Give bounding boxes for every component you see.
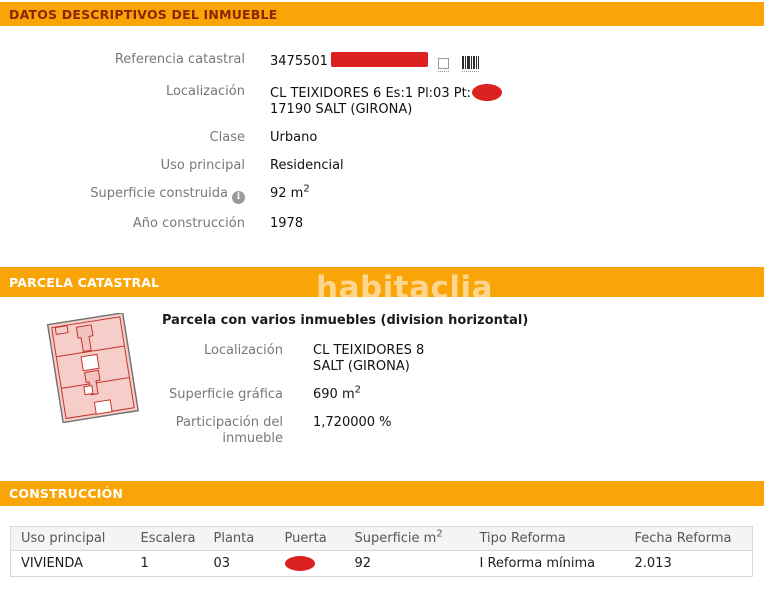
section-title: CONSTRUCCIÓN	[9, 486, 124, 501]
uso-principal-label: Uso principal	[160, 158, 245, 173]
construccion-table: Uso principal Escalera Planta Puerta Sup…	[10, 526, 753, 577]
superficie-grafica-value: 690 m2	[313, 384, 361, 402]
cell-planta: 03	[213, 556, 231, 571]
localizacion-value: CL TEIXIDORES 6 Es:1 Pl:03 Pt: 17190 SAL…	[245, 84, 503, 118]
cell-uso-principal: VIVIENDA	[21, 556, 84, 571]
clase-value: Urbano	[270, 130, 318, 145]
section-title: DATOS DESCRIPTIVOS DEL INMUEBLE	[9, 6, 278, 22]
row-parcel-localizacion: Localización CL TEIXIDORES 8 SALT (GIRON…	[162, 343, 764, 375]
section-header-parcela-catastral: PARCELA CATASTRAL	[0, 267, 764, 297]
superficie-grafica-label: Superficie gráfica	[168, 387, 283, 402]
row-anio-construccion: Año construcción 1978	[0, 216, 764, 232]
localizacion-label: Localización	[165, 84, 245, 99]
row-superficie-construida: Superficie construida i 92 m2	[0, 183, 764, 204]
col-fecha-reforma: Fecha Reforma	[624, 526, 753, 551]
redaction-oval	[284, 556, 315, 571]
superficie-construida-label: Superficie construida i	[0, 186, 245, 204]
participacion-label: Participación del inmueble	[175, 415, 283, 446]
anio-construccion-value: 1978	[270, 216, 304, 231]
col-escalera: Escalera	[130, 526, 204, 551]
row-participacion: Participación del inmueble 1,720000 %	[162, 415, 764, 447]
barcode-icon	[461, 56, 479, 69]
uso-principal-value: Residencial	[270, 158, 344, 173]
checkbox[interactable]	[437, 58, 449, 72]
section-header-datos-descriptivos: DATOS DESCRIPTIVOS DEL INMUEBLE	[0, 2, 764, 26]
row-superficie-grafica: Superficie gráfica 690 m2	[162, 384, 764, 403]
cell-fecha-reforma: 2.013	[634, 556, 672, 571]
row-uso-principal: Uso principal Residencial	[0, 158, 764, 174]
redaction-oval	[472, 84, 503, 101]
col-uso-principal: Uso principal	[10, 526, 131, 551]
section-title: PARCELA CATASTRAL	[9, 274, 160, 290]
table-row: VIVIENDA 1 03 92 I Reforma mínima 2.013	[11, 551, 753, 577]
cell-superficie: 92	[354, 556, 372, 571]
anio-construccion-label: Año construcción	[132, 216, 245, 231]
parcela-catastral-section: Parcela con varios inmuebles (division h…	[0, 297, 764, 481]
clase-label: Clase	[209, 130, 245, 145]
row-referencia-catastral: Referencia catastral 3475501	[0, 52, 764, 72]
parcel-map-image[interactable]	[45, 313, 143, 423]
col-superficie-m2: Superficie m2	[344, 526, 470, 551]
section-header-construccion: CONSTRUCCIÓN	[0, 481, 764, 506]
checkbox-icon	[437, 58, 449, 69]
referencia-catastral-value: 3475501	[245, 52, 479, 72]
redaction-box	[330, 52, 428, 67]
parcel-localizacion-value: CL TEIXIDORES 8 SALT (GIRONA)	[313, 343, 425, 374]
row-localizacion: Localización CL TEIXIDORES 6 Es:1 Pl:03 …	[0, 84, 764, 118]
col-planta: Planta	[203, 526, 275, 551]
participacion-value: 1,720000 %	[313, 415, 392, 430]
construccion-section: Uso principal Escalera Planta Puerta Sup…	[0, 506, 764, 577]
cell-escalera: 1	[140, 556, 149, 571]
row-clase: Clase Urbano	[0, 130, 764, 146]
cell-puerta	[275, 551, 345, 577]
referencia-catastral-label: Referencia catastral	[114, 52, 245, 67]
col-puerta: Puerta	[274, 526, 345, 551]
superficie-construida-value: 92 m2	[270, 183, 310, 201]
table-header-row: Uso principal Escalera Planta Puerta Sup…	[10, 526, 753, 551]
parcel-heading: Parcela con varios inmuebles (division h…	[162, 313, 529, 328]
col-tipo-reforma: Tipo Reforma	[469, 526, 625, 551]
parcel-localizacion-label: Localización	[203, 343, 283, 358]
cell-tipo-reforma: I Reforma mínima	[479, 556, 596, 571]
info-icon[interactable]: i	[232, 191, 245, 204]
barcode-link[interactable]	[461, 56, 479, 72]
datos-descriptivos-section: Referencia catastral 3475501 Localizació…	[0, 26, 764, 267]
